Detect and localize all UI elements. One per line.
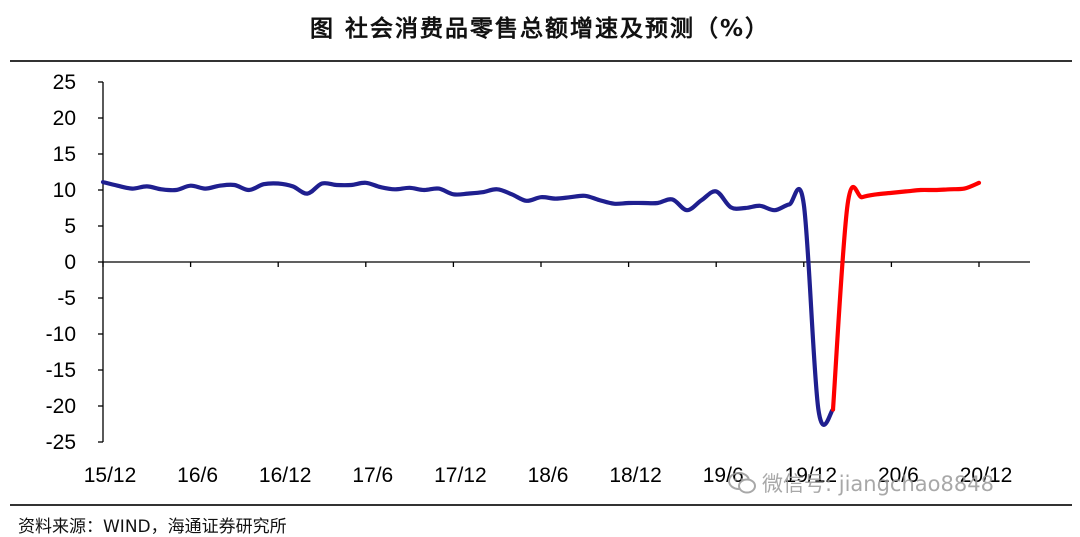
wechat-icon [728,472,756,494]
y-tick-label: 15 [53,143,76,166]
y-tick-label: 25 [53,71,76,94]
source-note: 资料来源：WIND，海通证券研究所 [18,517,287,537]
series-lines [100,180,982,427]
x-tick-label: 19/12 [785,464,838,487]
y-tick-label: 5 [64,215,76,238]
x-tick-label: 16/12 [259,464,312,487]
x-tick-label: 19/6 [703,464,744,487]
source-divider [10,504,1072,506]
x-tick-label: 20/12 [960,464,1013,487]
x-tick-label: 18/12 [609,464,662,487]
y-tick-label: -25 [46,431,76,454]
x-tick-label: 20/6 [878,464,919,487]
chart-title: 图 社会消费品零售总额增速及预测（%） [309,16,771,42]
title-divider [10,60,1072,62]
watermark: 微信号: jiangchao8848 [728,468,994,498]
x-axis: 15/12 16/6 16/12 17/6 17/12 18/6 18/12 19/6 19/1… [84,261,1030,487]
x-tick-label: 17/6 [352,464,393,487]
y-tick-label: 0 [64,251,76,274]
watermark-text: 微信号: jiangchao8848 [762,472,994,496]
y-tick-label: -10 [46,323,76,346]
x-tick-label: 17/12 [434,464,487,487]
y-tick-label: -15 [46,359,76,382]
y-tick-label: -20 [46,395,76,418]
x-tick-label: 16/6 [177,464,218,487]
y-tick-label: 20 [53,107,76,130]
x-tick-label: 18/6 [528,464,569,487]
y-axis: 25 20 15 10 5 0 -5 -10 -15 -20 -25 [46,71,104,454]
x-tick-label: 15/12 [84,464,137,487]
series-line-forecast [830,180,982,412]
y-tick-label: 10 [53,179,76,202]
y-tick-label: -5 [57,287,76,310]
series-line-actual [100,180,836,427]
